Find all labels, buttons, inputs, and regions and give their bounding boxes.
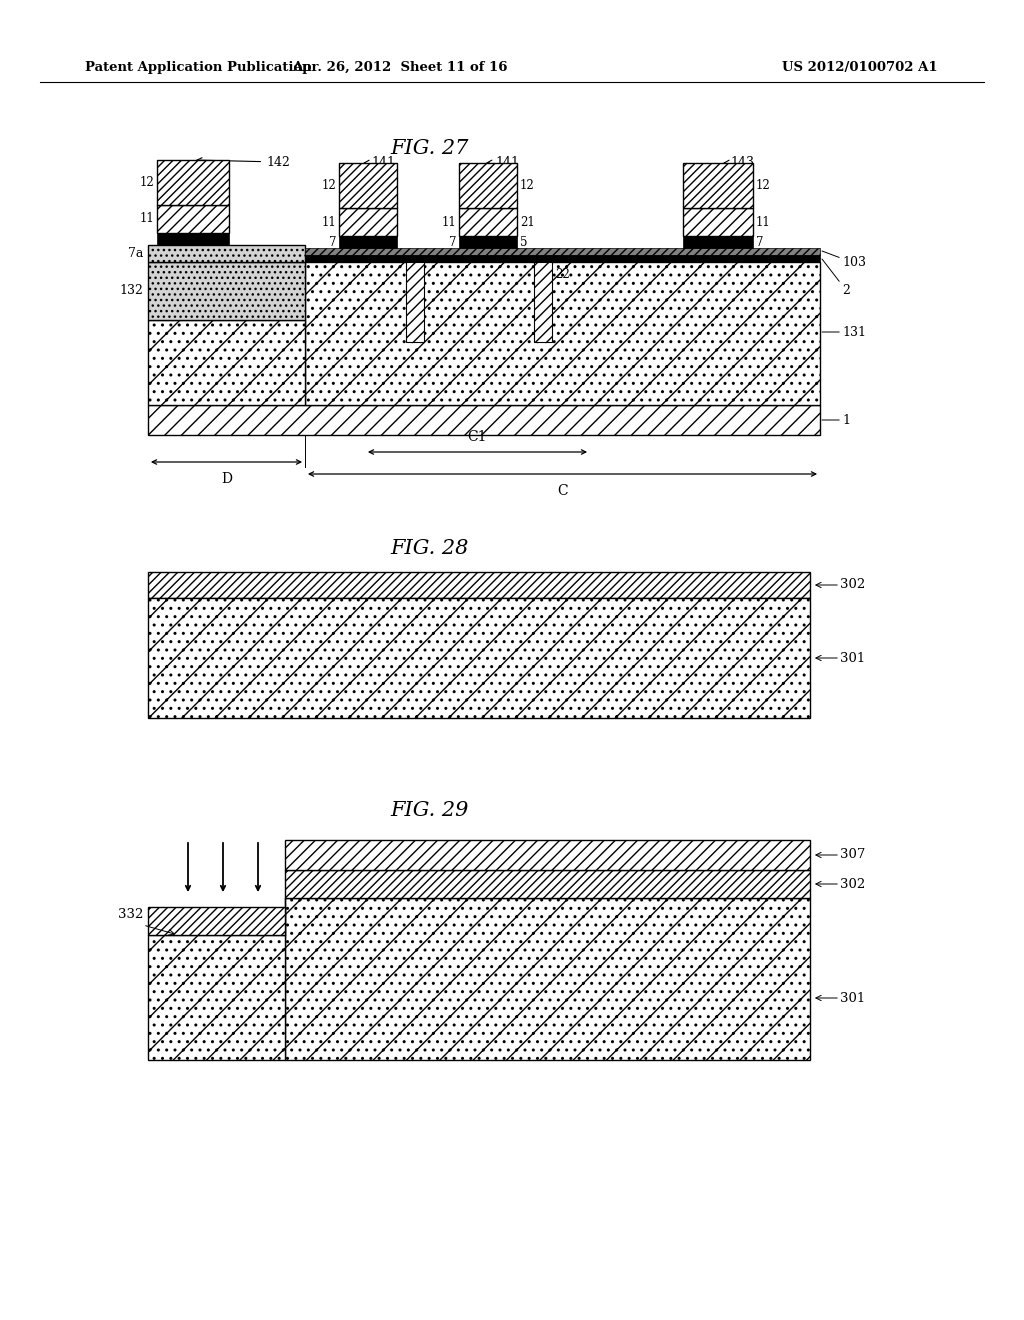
Polygon shape (157, 160, 229, 205)
Text: 301: 301 (816, 652, 865, 664)
Text: FIG. 29: FIG. 29 (391, 800, 469, 820)
Text: 12: 12 (322, 180, 336, 191)
Text: 12: 12 (139, 176, 154, 189)
Polygon shape (148, 907, 285, 935)
Text: 301: 301 (816, 991, 865, 1005)
Polygon shape (459, 236, 517, 248)
Polygon shape (305, 261, 820, 405)
Text: 7a: 7a (128, 247, 143, 260)
Text: 131: 131 (822, 326, 866, 338)
Text: 143: 143 (724, 156, 754, 169)
Text: 2: 2 (822, 259, 850, 297)
Text: 11: 11 (756, 215, 771, 228)
Text: 141: 141 (365, 156, 395, 169)
Polygon shape (305, 255, 820, 261)
Text: 12: 12 (520, 180, 535, 191)
Text: 1: 1 (822, 413, 850, 426)
Text: D: D (221, 473, 232, 486)
Polygon shape (285, 840, 810, 870)
Text: 7: 7 (449, 235, 456, 248)
Text: 141: 141 (487, 156, 519, 169)
Text: US 2012/0100702 A1: US 2012/0100702 A1 (782, 62, 938, 74)
Text: 7: 7 (329, 235, 336, 248)
Polygon shape (406, 261, 424, 342)
Polygon shape (157, 234, 229, 246)
Text: 11: 11 (441, 215, 456, 228)
Polygon shape (148, 935, 285, 1060)
Text: 12: 12 (756, 180, 771, 191)
Polygon shape (339, 209, 397, 236)
Text: 11: 11 (139, 213, 154, 226)
Text: 7: 7 (756, 235, 764, 248)
Polygon shape (148, 572, 810, 598)
Polygon shape (683, 236, 753, 248)
Text: 103: 103 (822, 251, 866, 269)
Polygon shape (459, 209, 517, 236)
Polygon shape (148, 405, 820, 436)
Text: FIG. 27: FIG. 27 (391, 139, 469, 157)
Polygon shape (148, 246, 305, 261)
Text: 11: 11 (322, 215, 336, 228)
Polygon shape (148, 319, 305, 405)
Text: 21: 21 (520, 215, 535, 228)
Polygon shape (305, 248, 820, 255)
Polygon shape (157, 205, 229, 234)
Polygon shape (339, 162, 397, 209)
Text: 142: 142 (197, 156, 290, 169)
Polygon shape (285, 870, 810, 898)
Text: 302: 302 (816, 578, 865, 591)
Text: 5: 5 (520, 235, 527, 248)
Polygon shape (683, 209, 753, 236)
Text: C: C (557, 484, 568, 498)
Polygon shape (459, 162, 517, 209)
Polygon shape (148, 261, 305, 319)
Text: Patent Application Publication: Patent Application Publication (85, 62, 311, 74)
Text: 302: 302 (816, 878, 865, 891)
Text: Apr. 26, 2012  Sheet 11 of 16: Apr. 26, 2012 Sheet 11 of 16 (292, 62, 508, 74)
Polygon shape (339, 236, 397, 248)
Polygon shape (148, 598, 810, 718)
Text: 132: 132 (119, 285, 143, 297)
Polygon shape (683, 162, 753, 209)
Text: 307: 307 (816, 849, 865, 862)
Polygon shape (285, 898, 810, 1060)
Text: C1: C1 (468, 430, 487, 444)
Polygon shape (534, 261, 552, 342)
Text: 22: 22 (555, 268, 569, 281)
Text: FIG. 28: FIG. 28 (391, 539, 469, 557)
Text: 332: 332 (118, 908, 143, 921)
